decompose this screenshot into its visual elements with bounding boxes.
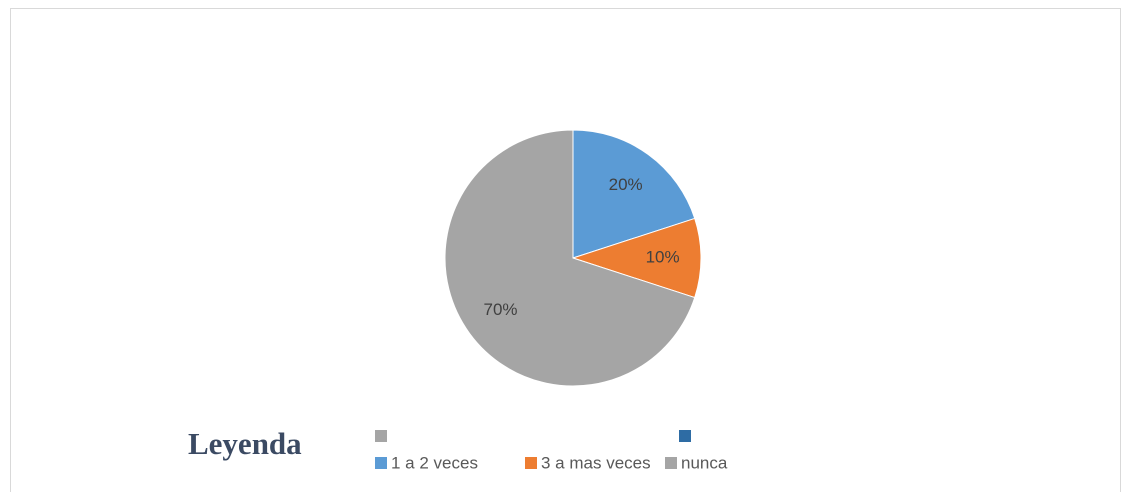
legend-title: Leyenda xyxy=(188,426,302,461)
legend-swatch xyxy=(525,457,537,469)
legend-swatch xyxy=(375,457,387,469)
legend-label: 3 a mas veces xyxy=(541,453,651,472)
legend-label: nunca xyxy=(681,453,728,472)
legend-label: 1 a 2 veces xyxy=(391,453,478,472)
legend-decoration xyxy=(679,430,691,442)
legend-decoration xyxy=(375,430,387,442)
pie-slice xyxy=(571,217,702,299)
data-label: 70% xyxy=(483,300,517,319)
legend-swatch xyxy=(665,457,677,469)
data-label: 20% xyxy=(609,175,643,194)
data-label: 10% xyxy=(646,247,680,266)
pie-slice xyxy=(572,129,696,259)
pie-slice xyxy=(444,129,696,387)
